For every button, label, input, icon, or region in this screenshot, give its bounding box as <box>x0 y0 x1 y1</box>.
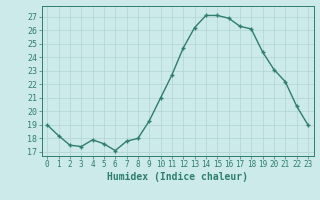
X-axis label: Humidex (Indice chaleur): Humidex (Indice chaleur) <box>107 172 248 182</box>
